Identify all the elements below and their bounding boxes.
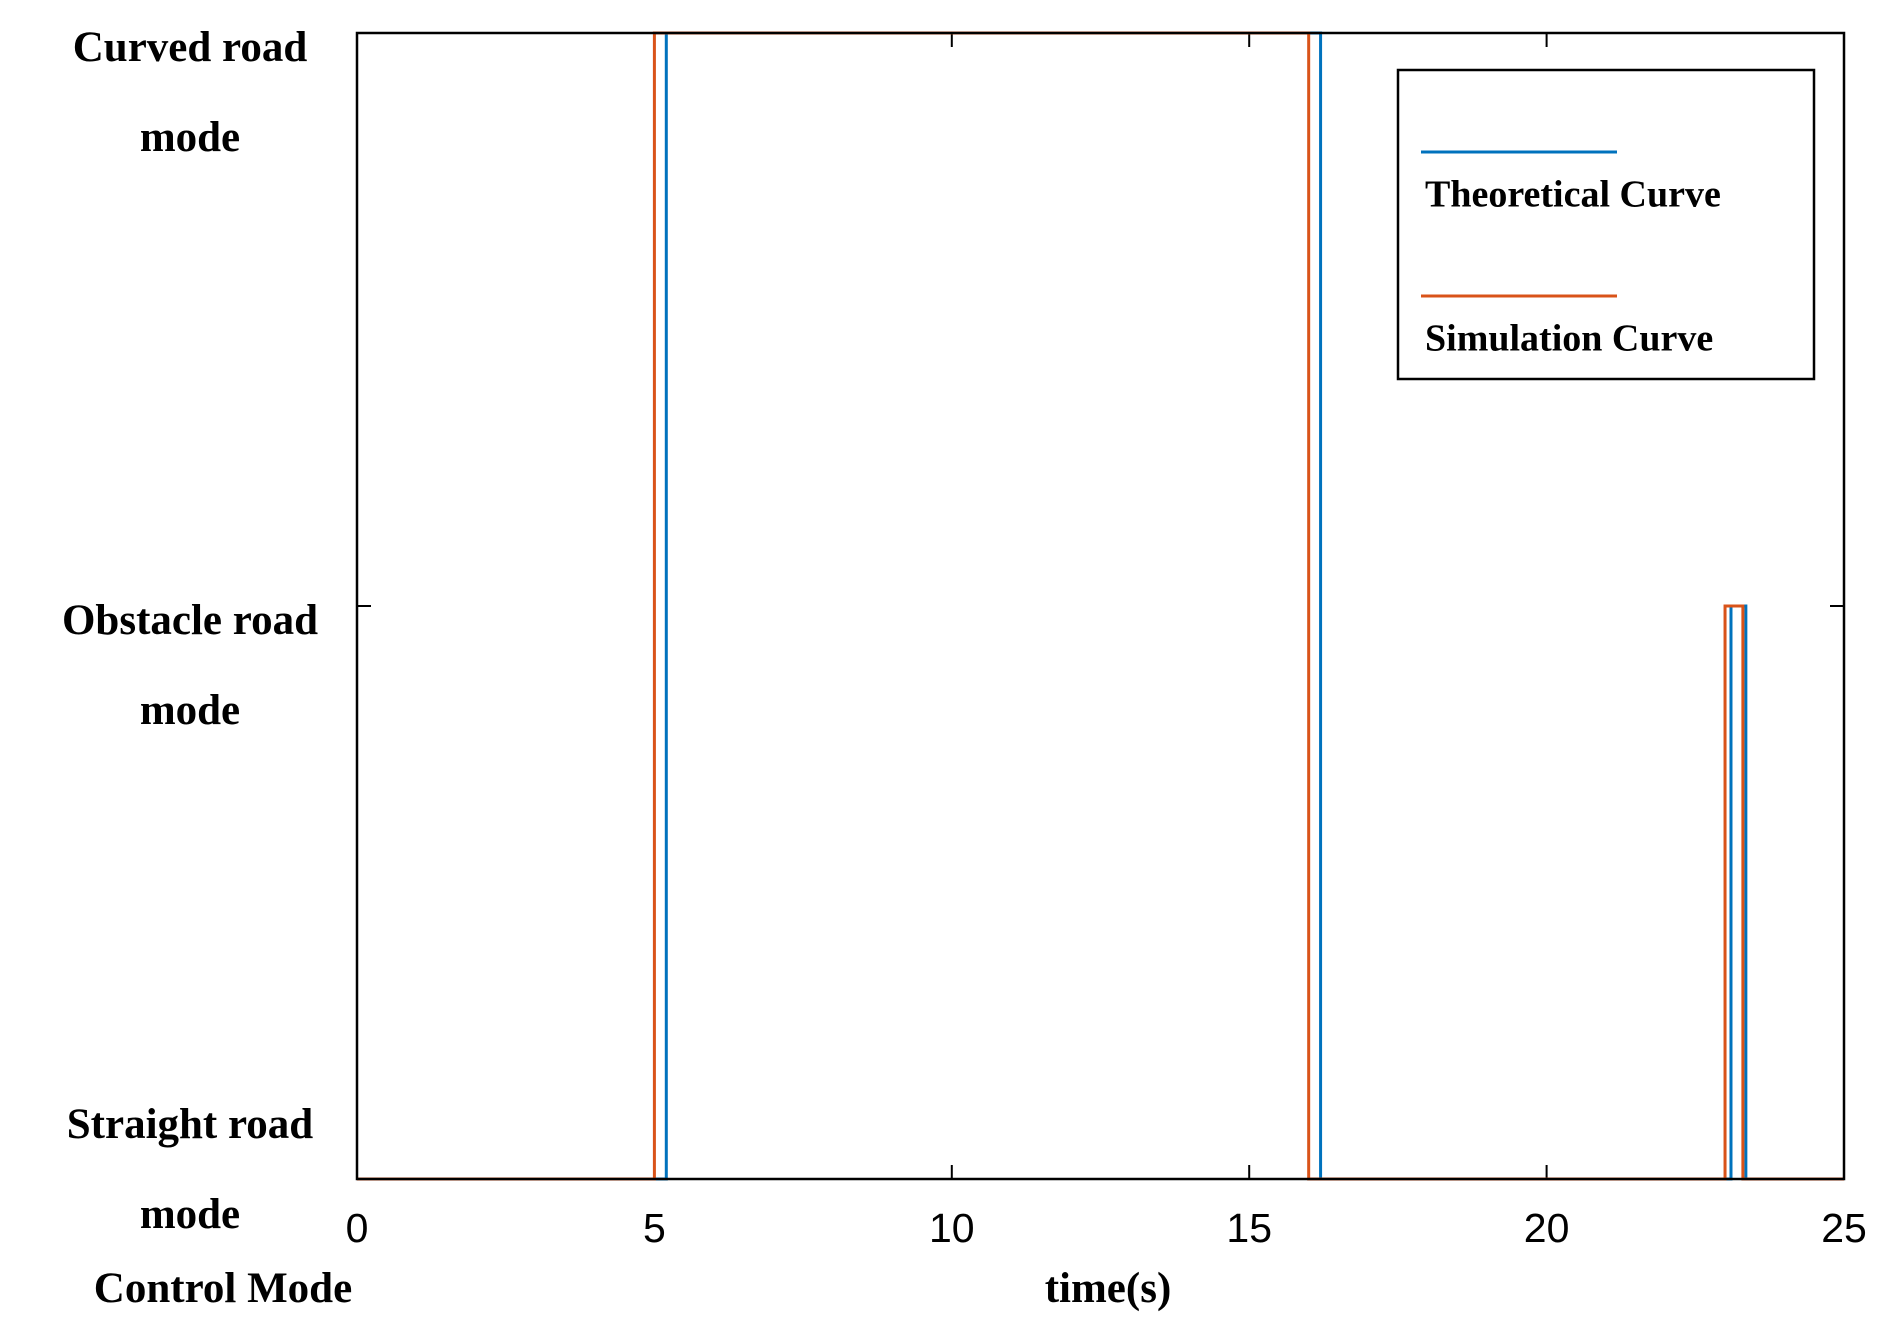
y-tick-label: Obstacle road mode	[61, 597, 318, 734]
x-tick-label: 10	[929, 1205, 975, 1251]
legend-box	[1396, 68, 1816, 381]
y-axis-label: Control Mode	[94, 1265, 352, 1312]
x-tick-label: 5	[643, 1205, 666, 1251]
legend-label: Theoretical Curve	[1425, 174, 1721, 216]
x-axis-label: time(s)	[1045, 1265, 1172, 1312]
y-tick-label: Straight road mode	[66, 1101, 314, 1238]
x-tick-label: 20	[1524, 1205, 1570, 1251]
x-tick-label: 25	[1821, 1205, 1867, 1251]
x-tick-label: 0	[346, 1205, 369, 1251]
y-tick-label: Curved road mode	[72, 24, 308, 161]
x-tick-label: 15	[1226, 1205, 1272, 1251]
legend-label: Simulation Curve	[1425, 318, 1713, 360]
axes-box	[355, 31, 1846, 1181]
